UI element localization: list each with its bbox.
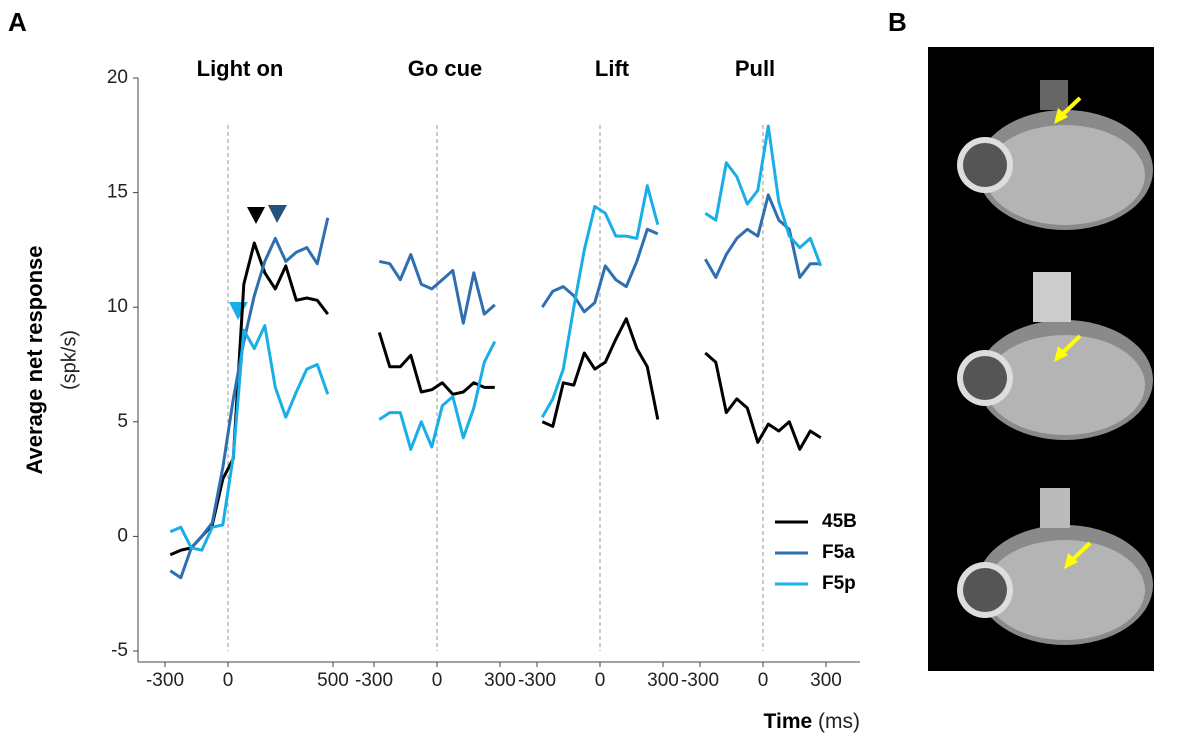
y-tick-label: 10 xyxy=(107,296,128,317)
x-tick-label: -300 xyxy=(355,670,393,691)
legend-label: F5a xyxy=(822,542,855,563)
x-tick-label: 300 xyxy=(810,670,842,691)
x-axis-label: Time (ms) xyxy=(764,710,860,733)
x-tick-label: -300 xyxy=(518,670,556,691)
panel-title: Lift xyxy=(595,56,630,81)
y-tick-label: -5 xyxy=(111,640,128,661)
series-line xyxy=(169,241,329,557)
series-line xyxy=(169,324,330,552)
series-line xyxy=(169,217,330,580)
y-axis-label: Average net response xyxy=(22,245,47,474)
mri-slice xyxy=(957,488,1153,645)
peak-marker xyxy=(268,205,287,223)
peak-marker xyxy=(229,302,248,320)
panel-title: Light on xyxy=(197,56,284,81)
x-tick-label: -300 xyxy=(681,670,719,691)
peak-marker xyxy=(247,207,265,224)
series-line xyxy=(378,253,496,325)
series-line xyxy=(703,193,821,279)
y-tick-label: 0 xyxy=(117,525,128,546)
series-line xyxy=(540,184,660,418)
x-tick-label: 300 xyxy=(647,670,679,691)
x-tick-label: 0 xyxy=(223,670,234,691)
mri-slice xyxy=(957,80,1153,230)
panel-label: A xyxy=(8,7,27,37)
x-tick-label: 0 xyxy=(758,670,769,691)
y-tick-label: 20 xyxy=(107,67,128,88)
x-tick-label: -300 xyxy=(146,670,184,691)
legend-label: F5p xyxy=(822,573,856,594)
x-tick-label: 300 xyxy=(484,670,516,691)
y-axis-unit: (spk/s) xyxy=(58,330,80,390)
mri-images xyxy=(928,47,1154,671)
mri-slice xyxy=(957,272,1153,440)
x-axis-unit: (ms) xyxy=(818,710,860,733)
panel-label: B xyxy=(888,7,907,37)
series-line xyxy=(541,227,659,314)
y-tick-label: 5 xyxy=(117,411,128,432)
x-tick-label: 0 xyxy=(432,670,443,691)
panel-title: Pull xyxy=(735,56,775,81)
x-axis-title: Time xyxy=(764,710,813,733)
x-tick-label: 0 xyxy=(595,670,606,691)
series-line xyxy=(541,317,660,428)
series-line xyxy=(377,331,495,396)
panel-title: Go cue xyxy=(408,56,483,81)
x-tick-label: 500 xyxy=(317,670,349,691)
series-line xyxy=(378,340,497,451)
y-tick-label: 15 xyxy=(107,182,128,203)
series-line xyxy=(704,124,823,267)
series-line xyxy=(704,351,822,451)
legend-label: 45B xyxy=(822,511,857,532)
